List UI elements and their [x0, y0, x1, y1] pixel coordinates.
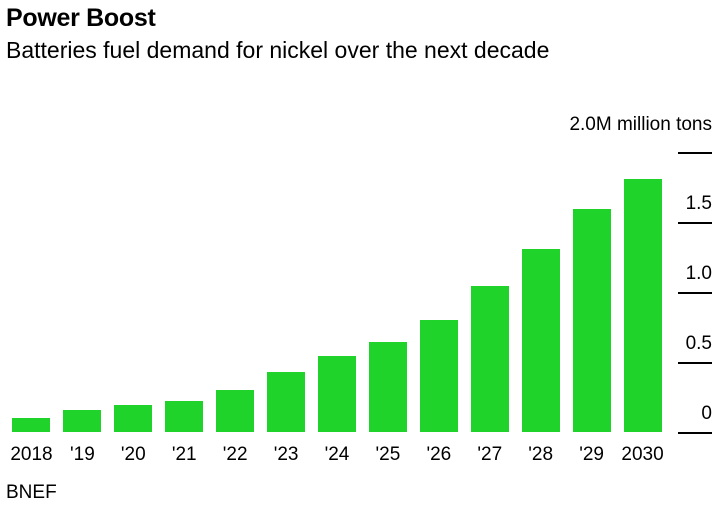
bar-wrap [261, 152, 312, 432]
bar [12, 418, 51, 432]
bar-cell: 2030 [617, 152, 668, 465]
bar-wrap [57, 152, 108, 432]
bar [317, 356, 356, 432]
bar-cell: '29 [566, 152, 617, 465]
x-tick-label: 2018 [10, 444, 53, 465]
bar [63, 410, 102, 432]
bar-wrap [413, 152, 464, 432]
x-tick-label: '27 [477, 444, 503, 465]
bar-cell: '22 [210, 152, 261, 465]
plot-area: 2018 '19 '20 '21 '22 '23 '24 '25 '26 '27 '28 '29 203… [6, 152, 668, 465]
bar [165, 401, 204, 432]
x-tick-label: '29 [579, 444, 604, 465]
bar [623, 179, 662, 432]
x-tick-label: '25 [375, 444, 401, 465]
y-axis-tick [678, 432, 712, 434]
bar-wrap [515, 152, 566, 432]
bar-wrap [464, 152, 515, 432]
bar-wrap [312, 152, 363, 432]
y-tick-label: 0.5 [685, 333, 712, 354]
y-axis-tick [678, 362, 712, 364]
bar [572, 209, 611, 432]
bar [114, 405, 153, 432]
bar [521, 249, 560, 432]
bar-cell: 2018 [6, 152, 57, 465]
y-tick-label: 0 [701, 403, 712, 424]
x-tick-label: '28 [528, 444, 554, 465]
x-tick-label: '26 [426, 444, 452, 465]
x-tick-label: '22 [222, 444, 248, 465]
y-axis: 0 0.5 1.0 1.5 [678, 152, 712, 434]
y-tick-label: 1.0 [685, 263, 712, 284]
bar-cell: '24 [312, 152, 363, 465]
bar-wrap [108, 152, 159, 432]
bar-cell: '19 [57, 152, 108, 465]
bar-cell: '26 [413, 152, 464, 465]
y-axis-tick [678, 152, 712, 154]
x-tick-label: '21 [171, 444, 197, 465]
axis-unit-label: 2.0M million tons [569, 114, 712, 135]
bar [368, 342, 407, 432]
y-axis-tick [678, 292, 712, 294]
bar-cell: '21 [159, 152, 210, 465]
x-tick-label: '23 [273, 444, 299, 465]
bar-wrap [159, 152, 210, 432]
bar-wrap [6, 152, 57, 432]
bar-wrap [566, 152, 617, 432]
bar-cell: '25 [362, 152, 413, 465]
bar-wrap [617, 152, 668, 432]
bar [216, 390, 255, 432]
source-label: BNEF [6, 482, 57, 503]
y-axis-tick [678, 222, 712, 224]
x-tick-label: '24 [324, 444, 350, 465]
bar-cell: '28 [515, 152, 566, 465]
bar [267, 372, 306, 432]
bar-wrap [210, 152, 261, 432]
bar-wrap [362, 152, 413, 432]
bar [470, 286, 509, 432]
bar [419, 320, 458, 432]
bar-cell: '23 [261, 152, 312, 465]
chart-title: Power Boost [6, 4, 156, 32]
x-tick-label: '20 [120, 444, 146, 465]
x-tick-label: '19 [70, 444, 95, 465]
bar-cell: '27 [464, 152, 515, 465]
x-tick-label: 2030 [621, 444, 664, 465]
bar-cell: '20 [108, 152, 159, 465]
chart-subtitle: Batteries fuel demand for nickel over th… [6, 37, 550, 63]
y-tick-label: 1.5 [685, 193, 712, 214]
